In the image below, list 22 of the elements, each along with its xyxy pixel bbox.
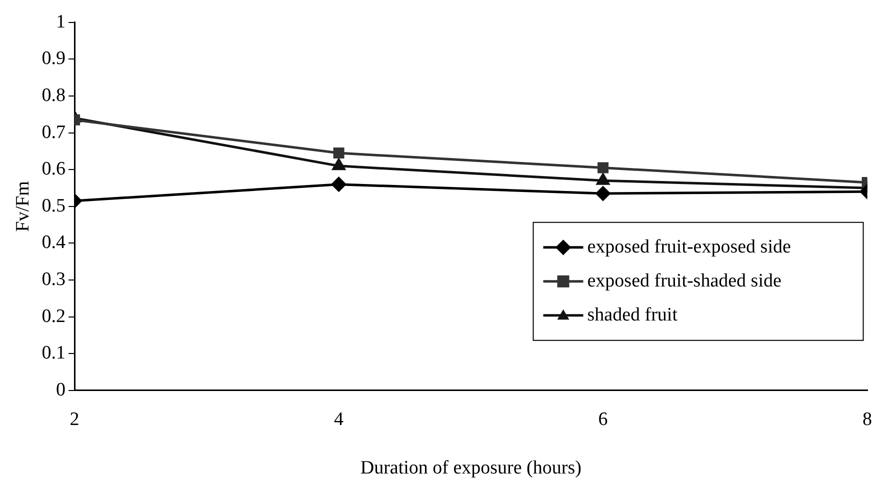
y-tick-label: 0.1 xyxy=(42,342,66,364)
y-tick-label: 0.9 xyxy=(42,48,66,70)
y-tick-label: 1 xyxy=(56,11,66,32)
point xyxy=(596,173,610,185)
legend-label: exposed fruit-exposed side xyxy=(587,236,791,258)
legend-label: shaded fruit xyxy=(587,304,678,326)
x-tick-label: 4 xyxy=(334,408,344,430)
x-axis-title: Duration of exposure (hours) xyxy=(360,458,582,479)
y-tick-label: 0.5 xyxy=(42,195,66,216)
y-tick-label: 0.6 xyxy=(42,158,66,180)
y-tick-label: 0.7 xyxy=(42,122,66,143)
y-tick-label: 0.8 xyxy=(42,84,66,106)
x-tick-label: 8 xyxy=(862,408,872,430)
y-axis-title: Fv/Fm xyxy=(12,180,34,232)
x-tick-label: 2 xyxy=(70,408,80,430)
legend-label: exposed fruit-shaded side xyxy=(587,270,782,292)
y-tick-label: 0 xyxy=(56,379,66,400)
point xyxy=(332,158,346,170)
y-tick-label: 0.2 xyxy=(42,306,66,327)
y-tick-label: 0.3 xyxy=(42,268,66,290)
x-tick-label: 6 xyxy=(598,408,608,430)
y-tick-label: 0.4 xyxy=(42,232,66,254)
